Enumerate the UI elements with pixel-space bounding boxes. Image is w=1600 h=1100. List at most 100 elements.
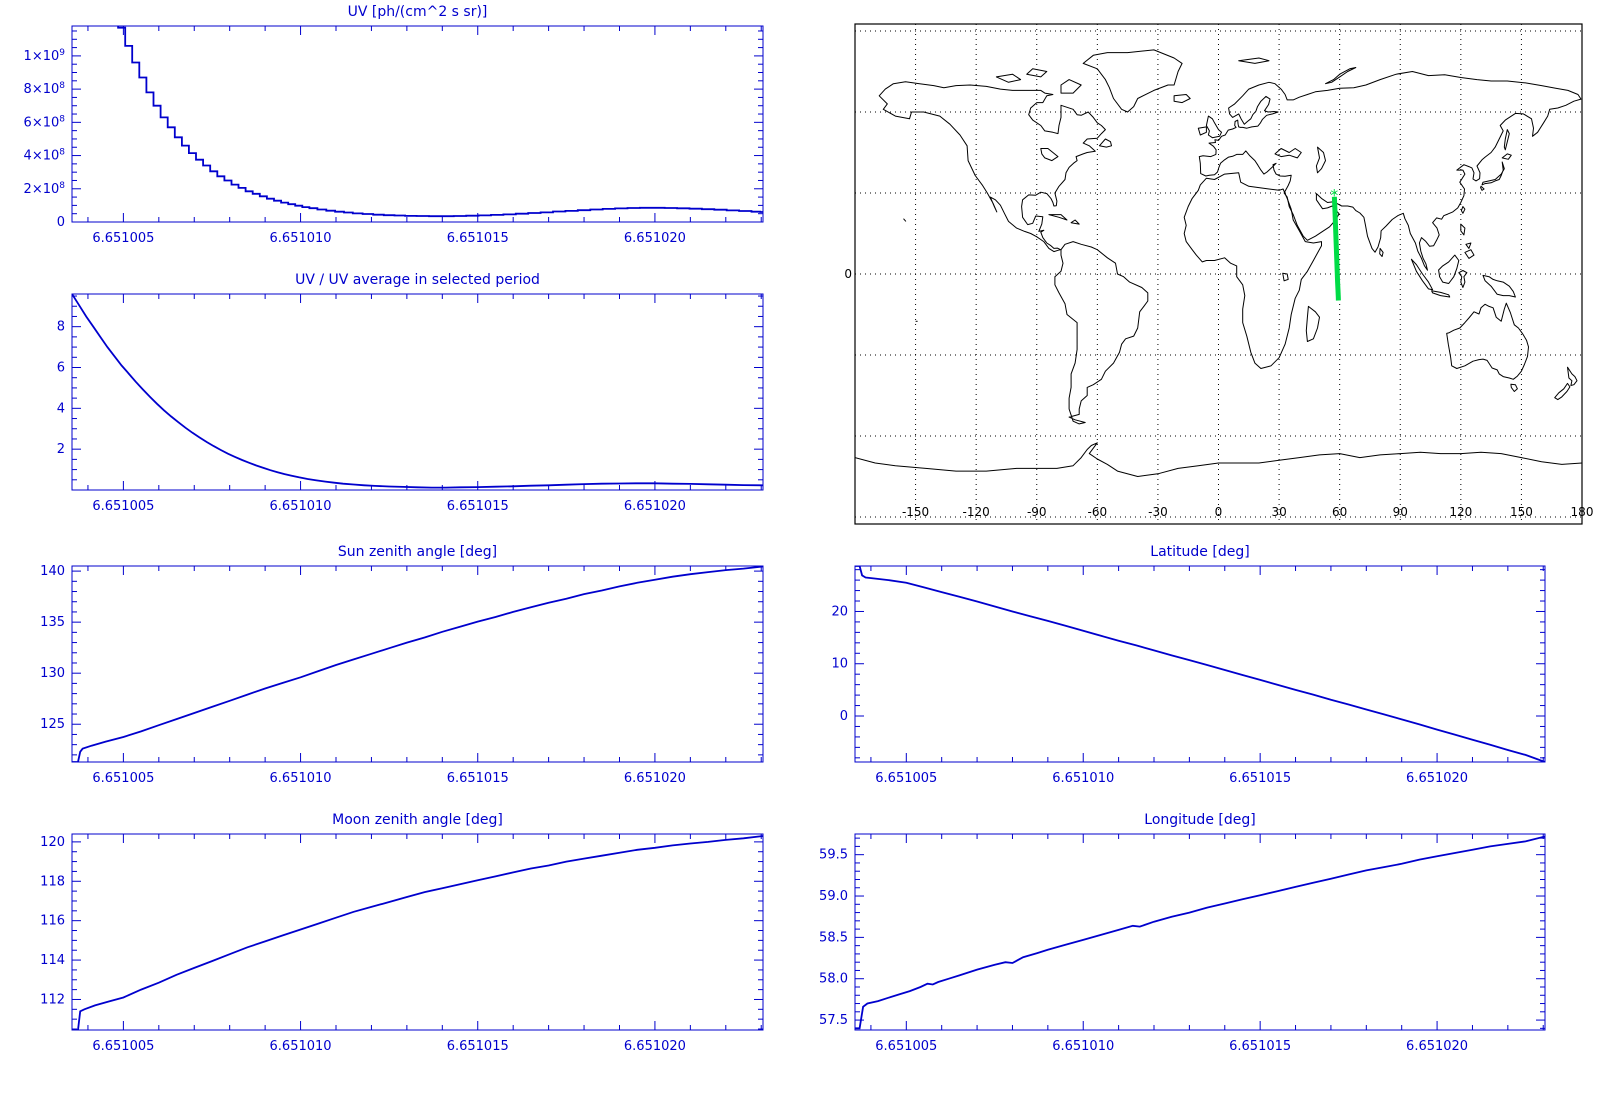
uv-chart: 6.651005 6.651010 6.651015 6.651020 0 2×108 4×… (0, 0, 790, 260)
x-tick-label: 6.651015 (1229, 771, 1291, 786)
x-tick-label: 6.651015 (1229, 1039, 1291, 1054)
ground-track (1331, 196, 1341, 301)
y-tick-label: 140 (40, 564, 65, 579)
moon_zenith-data-curve (72, 835, 763, 1030)
track-start-marker: * (1330, 186, 1338, 205)
chart-title-moon-zenith: Moon zenith angle [deg] (332, 812, 503, 828)
x-tick-label: 6.651010 (270, 1039, 332, 1054)
uv-plot: 6.651005 6.651010 6.651015 6.651020 0 2×108 4×… (24, 25, 764, 246)
map-lon-label: -60 (1088, 505, 1108, 519)
chart-title-longitude: Longitude [deg] (1144, 812, 1256, 828)
longitude-chart: 6.651005 6.651010 6.651015 6.651020 57.5 58.0… (800, 808, 1600, 1068)
longitude-plot: 6.651005 6.651010 6.651015 6.651020 57.5 58.0… (819, 833, 1546, 1054)
map-lon-label: 120 (1449, 505, 1472, 519)
x-tick-label: 6.651020 (1406, 1039, 1468, 1054)
plot-frame (71, 565, 764, 763)
map-lon-label: -90 (1027, 505, 1047, 519)
x-tick-label: 6.651010 (1052, 771, 1114, 786)
x-tick-label: 6.651010 (1052, 1039, 1114, 1054)
latitude-plot: 6.651005 6.651010 6.651015 6.651020 0 10 20 (831, 565, 1546, 786)
tick-marks (72, 834, 763, 1030)
y-tick-label: 120 (40, 835, 65, 850)
y-tick-label: 114 (40, 953, 65, 968)
latitude-data-curve (855, 566, 1545, 762)
graticule (855, 24, 1582, 524)
world-map: -150 -120 -90 -60 -30 0 30 60 90 120 150 180 0 * (800, 0, 1600, 540)
x-tick-label: 6.651005 (875, 1039, 937, 1054)
y-tick-label: 116 (40, 914, 65, 929)
y-tick-label: 0 (57, 215, 65, 230)
map-equator-label: 0 (844, 267, 852, 281)
y-tick-label: 8 (57, 320, 65, 335)
coastlines (855, 49, 1582, 477)
plot-frame (71, 833, 764, 1031)
uv-data-curve (117, 26, 763, 218)
map-lon-label: 30 (1271, 505, 1286, 519)
tick-marks (855, 566, 1545, 762)
x-tick-label: 6.651020 (1406, 771, 1468, 786)
chart-title-uv-ratio: UV / UV average in selected period (295, 272, 540, 288)
y-tick-label: 4 (57, 401, 65, 416)
y-tick-label: 58.5 (819, 930, 848, 945)
chart-title-latitude: Latitude [deg] (1150, 544, 1250, 560)
longitude-data-curve (855, 835, 1545, 1030)
y-tick-label: 130 (40, 666, 65, 681)
y-tick-label: 112 (40, 992, 65, 1007)
uv-ratio-chart: 6.651005 6.651010 6.651015 6.651020 2 4 6 8 (0, 268, 790, 528)
x-tick-label: 6.651005 (92, 231, 154, 246)
y-tick-label: 58.0 (819, 972, 848, 987)
plot-frame (71, 293, 764, 491)
uv_ratio-data-curve (72, 294, 763, 489)
x-tick-label: 6.651005 (92, 1039, 154, 1054)
plot-frame (71, 25, 764, 223)
map-lon-label: 60 (1332, 505, 1347, 519)
y-tick-label: 2×108 (24, 181, 66, 197)
tick-marks (72, 26, 763, 223)
x-tick-label: 6.651015 (447, 771, 509, 786)
y-tick-label: 6×108 (24, 114, 66, 130)
y-tick-label: 59.0 (819, 889, 848, 904)
moon-zenith-chart: 6.651005 6.651010 6.651015 6.651020 112 114 11… (0, 808, 790, 1068)
y-tick-label: 2 (57, 442, 65, 457)
y-tick-label: 135 (40, 615, 65, 630)
y-tick-label: 20 (831, 604, 848, 619)
x-tick-label: 6.651015 (447, 499, 509, 514)
y-tick-label: 57.5 (819, 1013, 848, 1028)
y-tick-label: 0 (840, 709, 848, 724)
y-tick-label: 6 (57, 361, 65, 376)
y-tick-label: 10 (831, 657, 848, 672)
tick-marks (855, 834, 1545, 1030)
map-lon-label: 180 (1571, 505, 1594, 519)
chart-title-sun-zenith: Sun zenith angle [deg] (337, 544, 498, 560)
tick-marks (72, 566, 763, 762)
x-tick-label: 6.651005 (92, 499, 154, 514)
y-tick-label: 1×109 (24, 48, 66, 64)
x-tick-label: 6.651020 (624, 1039, 686, 1054)
y-tick-label: 8×108 (24, 81, 66, 97)
sun-zenith-chart: 6.651005 6.651010 6.651015 6.651020 125 130 13… (0, 540, 790, 800)
x-tick-label: 6.651015 (447, 1039, 509, 1054)
moon_zenith-plot: 6.651005 6.651010 6.651015 6.651020 112 114 11… (40, 833, 764, 1054)
x-tick-label: 6.651010 (270, 499, 332, 514)
map-lon-label: 90 (1393, 505, 1408, 519)
tick-marks (72, 294, 763, 491)
uv_ratio-plot: 6.651005 6.651010 6.651015 6.651020 2 4 6 8 (57, 293, 764, 514)
plot-frame (854, 565, 1546, 763)
map-lon-label: -30 (1148, 505, 1168, 519)
sun_zenith-plot: 6.651005 6.651010 6.651015 6.651020 125 130 13… (40, 564, 764, 786)
map-lon-label: -120 (963, 505, 990, 519)
x-tick-label: 6.651005 (875, 771, 937, 786)
x-tick-label: 6.651015 (447, 231, 509, 246)
y-tick-label: 125 (40, 717, 65, 732)
y-tick-label: 59.5 (819, 848, 848, 863)
x-tick-label: 6.651005 (92, 771, 154, 786)
map-lon-label: 0 (1215, 505, 1223, 519)
x-tick-label: 6.651020 (624, 499, 686, 514)
chart-title-uv: UV [ph/(cm^2 s sr)] (347, 4, 488, 20)
latitude-chart: 6.651005 6.651010 6.651015 6.651020 0 10 20 (800, 540, 1600, 800)
world-map-plot: -150 -120 -90 -60 -30 0 30 60 90 120 150 180 0 * (844, 23, 1594, 525)
map-lon-label: -150 (902, 505, 929, 519)
x-tick-label: 6.651010 (270, 771, 332, 786)
y-tick-label: 4×108 (24, 148, 66, 164)
